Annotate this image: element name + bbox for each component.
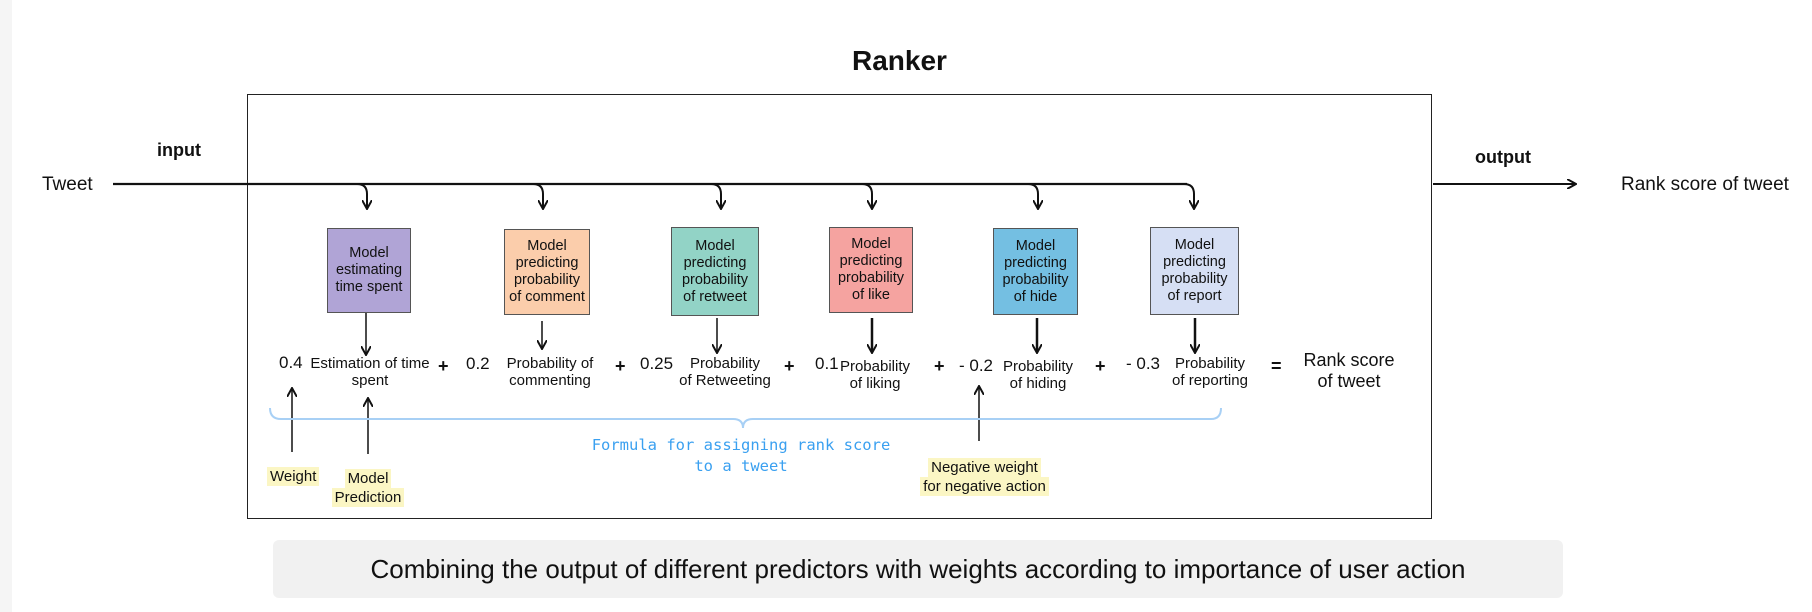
- weight-value: 0.4: [279, 353, 303, 372]
- term-label-line: of hiding: [1009, 375, 1067, 392]
- annotation-line: for negative action: [920, 477, 1049, 496]
- like-model-box: Model predicting probability of like: [829, 227, 913, 313]
- term-label: Probability of commenting: [494, 355, 606, 389]
- term-label-line: Probability: [1002, 358, 1074, 375]
- term-label: Probability of liking: [836, 358, 914, 392]
- model-label-line: Model: [695, 237, 735, 254]
- model-label-line: probability: [681, 271, 749, 288]
- equals-operator: =: [1271, 356, 1282, 376]
- left-margin-strip: [0, 0, 12, 612]
- model-label-line: predicting: [683, 254, 747, 271]
- model-label-line: of hide: [1013, 288, 1058, 305]
- plus-operator: +: [615, 356, 626, 376]
- rank-score-output-label: Rank score of tweet: [1621, 174, 1789, 195]
- model-label-line: predicting: [515, 255, 579, 271]
- weight-value: 0.25: [640, 354, 674, 373]
- annotation-line: Prediction: [331, 488, 405, 507]
- term-label-line: Probability: [1174, 355, 1246, 372]
- annotation-line: Negative weight: [928, 458, 1041, 477]
- model-label-line: Model: [527, 238, 567, 254]
- retweet-model-box: Model predicting probability of retweet: [671, 227, 759, 316]
- rank-score-line: Rank score: [1303, 350, 1395, 370]
- output-label: output: [1475, 147, 1531, 167]
- formula-line: Formula for assigning rank score: [591, 436, 891, 454]
- model-label-line: of comment: [509, 289, 585, 305]
- plus-operator: +: [438, 356, 449, 376]
- model-label-line: predicting: [1163, 254, 1226, 270]
- plus-operator: +: [784, 356, 795, 376]
- weight-value: 0.1: [815, 354, 839, 373]
- term-label-line: Estimation of time: [310, 355, 430, 372]
- model-label-line: probability: [1161, 271, 1228, 287]
- formula-label: Formula for assigning rank score to a twe…: [586, 435, 896, 477]
- model-label-line: estimating: [335, 262, 403, 278]
- model-label-line: probability: [1002, 271, 1069, 288]
- term-label-line: of liking: [849, 375, 901, 392]
- weight-value: - 0.2: [959, 356, 994, 375]
- term-label-line: of Retweeting: [679, 372, 771, 389]
- term-label: Probability of Retweeting: [670, 355, 780, 389]
- plus-operator: +: [1095, 356, 1106, 376]
- weight-annotation: Weight: [267, 467, 320, 486]
- diagram-title: Ranker: [852, 45, 947, 76]
- time-spent-model-box: Model estimating time spent: [327, 228, 411, 313]
- model-label-line: predicting: [1004, 254, 1067, 271]
- tweet-source-label: Tweet: [42, 174, 93, 195]
- rank-score-line: of tweet: [1317, 371, 1381, 391]
- comment-model-box: Model predicting probability of comment: [504, 229, 590, 315]
- annotation-line: Model: [344, 469, 392, 488]
- weight-annotation-text: Weight: [267, 467, 320, 486]
- term-label-line: of reporting: [1172, 372, 1248, 389]
- term-label-line: spent: [351, 372, 389, 389]
- input-label: input: [157, 140, 201, 160]
- model-label-line: predicting: [839, 253, 903, 269]
- term-label: Estimation of time spent: [305, 355, 435, 389]
- term-label-line: commenting: [509, 372, 591, 389]
- report-model-box: Model predicting probability of report: [1150, 227, 1239, 315]
- weight-value: - 0.3: [1126, 354, 1161, 373]
- term-label-line: Probability: [689, 355, 761, 372]
- term-label: Probability of reporting: [1165, 355, 1255, 389]
- model-label-line: Model: [1174, 237, 1215, 253]
- figure-caption: Combining the output of different predic…: [273, 540, 1563, 598]
- plus-operator: +: [934, 356, 945, 376]
- term-label-line: Probability of: [506, 355, 594, 372]
- model-label-line: of report: [1167, 288, 1222, 304]
- term-label-line: Probability: [839, 358, 911, 375]
- hide-model-box: Model predicting probability of hide: [993, 228, 1078, 315]
- model-label-line: Model: [1015, 237, 1056, 254]
- formula-line: to a tweet: [694, 457, 788, 475]
- model-label-line: probability: [837, 270, 905, 286]
- model-label-line: of like: [852, 287, 890, 303]
- negative-weight-annotation: Negative weight for negative action: [907, 458, 1062, 496]
- model-label-line: Model: [349, 245, 389, 261]
- model-label-line: of retweet: [683, 288, 747, 305]
- model-prediction-annotation: Model Prediction: [330, 469, 406, 507]
- model-label-line: time spent: [335, 279, 403, 295]
- weight-value: 0.2: [466, 354, 490, 373]
- model-label-line: probability: [513, 272, 581, 288]
- term-label: Probability of hiding: [998, 358, 1078, 392]
- ranker-frame: [247, 94, 1432, 519]
- rank-score-result: Rank score of tweet: [1293, 350, 1405, 392]
- model-label-line: Model: [851, 236, 891, 252]
